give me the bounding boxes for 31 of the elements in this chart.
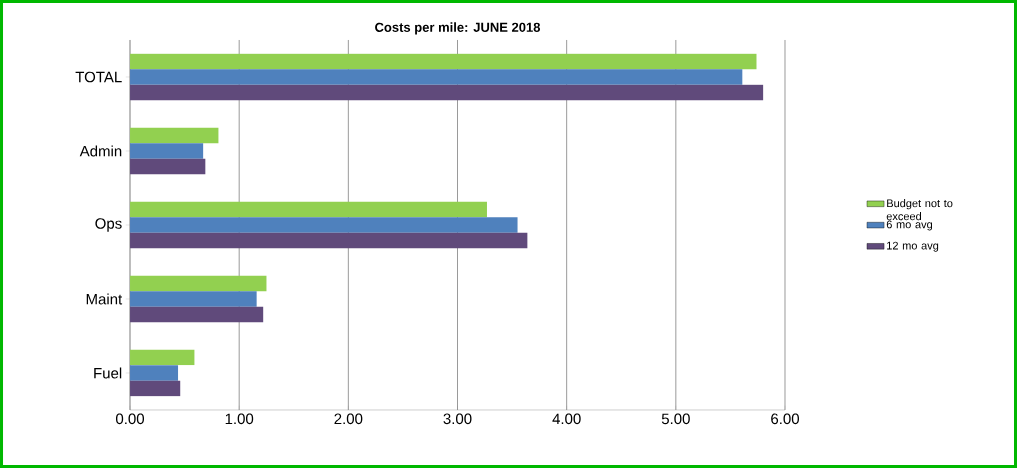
y-tick-label: Maint: [86, 293, 123, 305]
bar: [130, 306, 264, 323]
bar: [130, 69, 743, 85]
y-tick-label: Ops: [95, 218, 122, 232]
bar: [130, 143, 204, 159]
y-tick-label: TOTAL: [75, 71, 122, 83]
bar: [130, 275, 267, 292]
bar: [130, 291, 257, 307]
bar: [130, 53, 757, 70]
bar: [130, 232, 528, 249]
x-tick-label: 6.00: [771, 413, 799, 425]
y-tick-label: Admin: [79, 145, 122, 157]
x-tick-label: 1.00: [225, 413, 254, 425]
x-tick-label: 5.00: [661, 413, 690, 425]
y-tick-label: Fuel: [94, 367, 122, 379]
bar: [130, 349, 195, 366]
bar: [130, 365, 179, 381]
x-tick-label: 3.00: [443, 413, 472, 425]
x-tick-label: 4.00: [552, 413, 581, 425]
x-tick-label: 2.00: [334, 413, 363, 425]
bar: [130, 158, 206, 175]
x-tick-label: 0.00: [116, 413, 145, 425]
legend-label: 6 mo avg: [886, 220, 933, 231]
bar: [130, 127, 219, 144]
chart-title: Costs per mile: JUNE 2018: [375, 22, 541, 35]
bar: [130, 217, 518, 233]
bar: [130, 201, 487, 218]
legend-label: 12 mo avg: [887, 241, 939, 252]
legend-label: Budget not to exceed: [886, 199, 953, 221]
bar: [130, 380, 181, 397]
bar: [130, 84, 764, 101]
